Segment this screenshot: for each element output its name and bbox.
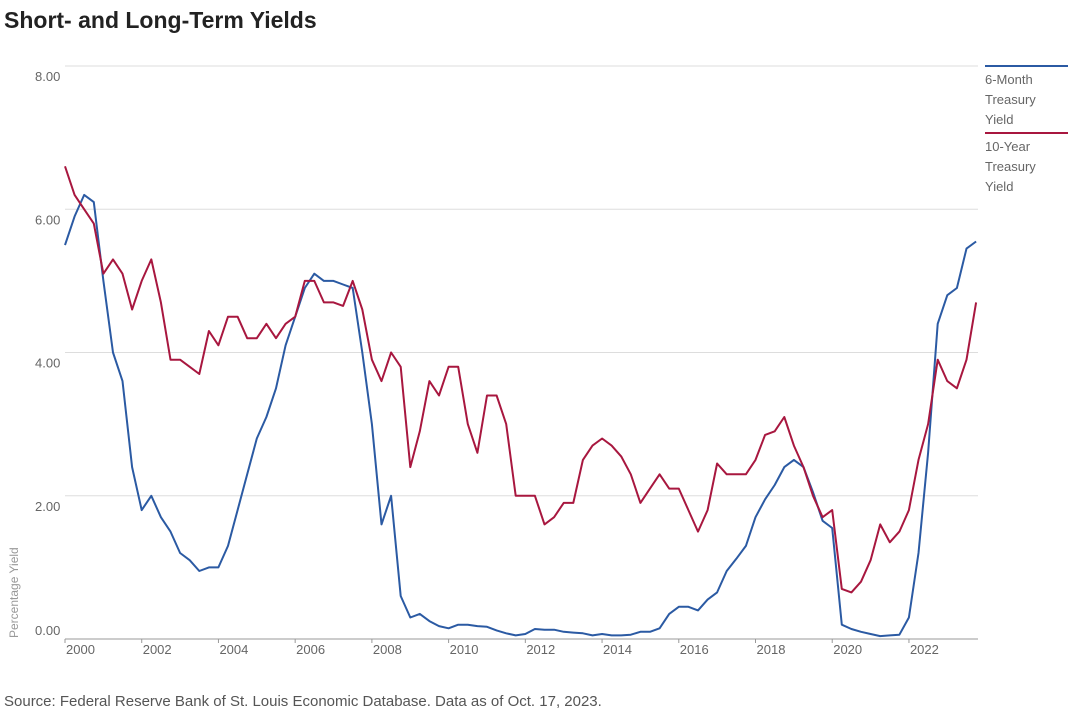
chart-title: Short- and Long-Term Yields	[4, 7, 317, 33]
y-tick-label: 2.00	[35, 499, 60, 514]
x-tick-label: 2002	[143, 642, 172, 657]
x-tick-label: 2010	[450, 642, 479, 657]
x-tick-label: 2012	[526, 642, 555, 657]
x-tick-label: 2020	[833, 642, 862, 657]
x-tick-label: 2022	[910, 642, 939, 657]
source-note: Source: Federal Reserve Bank of St. Loui…	[4, 693, 602, 710]
x-tick-label: 2008	[373, 642, 402, 657]
y-axis-label: Percentage Yield	[7, 547, 21, 638]
series-line	[64, 165, 978, 594]
legend-label: 10-Year Treasury Yield	[985, 139, 1036, 194]
x-tick-label: 2004	[219, 642, 248, 657]
x-tick-label: 2006	[296, 642, 325, 657]
y-tick-label: 8.00	[35, 69, 60, 84]
x-tick-label: 2000	[66, 642, 95, 657]
x-tick-label: 2016	[680, 642, 709, 657]
y-tick-label: 0.00	[35, 623, 60, 638]
series-line	[64, 193, 977, 638]
legend-label: 6-Month Treasury Yield	[985, 72, 1036, 127]
y-tick-label: 4.00	[35, 356, 60, 371]
x-tick-label: 2014	[603, 642, 632, 657]
y-tick-label: 6.00	[35, 212, 60, 227]
x-tick-label: 2018	[757, 642, 786, 657]
